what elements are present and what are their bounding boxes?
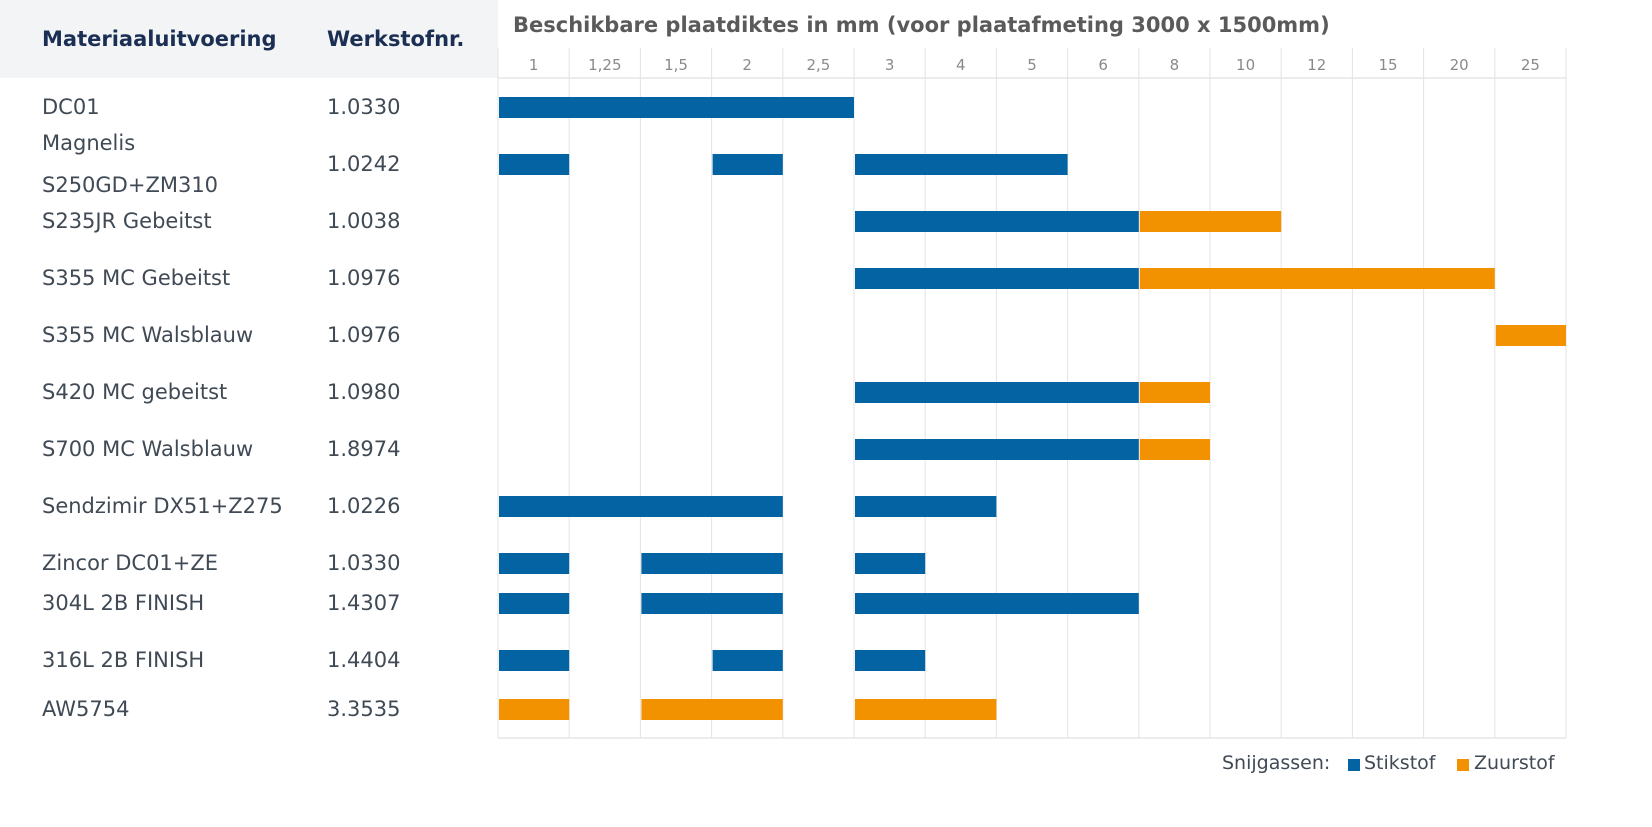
tick-label: 15: [1378, 56, 1397, 74]
bar-segment: [855, 268, 1139, 289]
werkstof-label: 1.0330: [327, 551, 401, 575]
tick-label: 6: [1098, 56, 1108, 74]
legend-swatch-zuurstof: [1457, 759, 1469, 771]
material-label: DC01: [42, 95, 100, 119]
bar-segment: [499, 650, 570, 671]
werkstof-label: 1.0226: [327, 494, 401, 518]
tick-label: 25: [1521, 56, 1540, 74]
bar-segment: [641, 699, 783, 720]
tick-label: 12: [1307, 56, 1326, 74]
werkstof-label: 1.0976: [327, 323, 401, 347]
tick-label: 10: [1236, 56, 1255, 74]
werkstof-label: 1.0330: [327, 95, 401, 119]
bar-segment: [641, 593, 783, 614]
legend-item-zuurstof: Zuurstof: [1474, 752, 1555, 774]
material-label: 316L 2B FINISH: [42, 648, 205, 672]
bar-segment: [855, 439, 1139, 460]
werkstof-label: 1.4404: [327, 648, 401, 672]
werkstof-label: 1.4307: [327, 591, 401, 615]
tick-label: 5: [1027, 56, 1037, 74]
bar-segment: [855, 553, 926, 574]
bar-segment: [855, 593, 1139, 614]
table-header-background: [0, 0, 498, 78]
legend-label: Snijgassen:: [1222, 752, 1331, 774]
bar-segment: [855, 699, 997, 720]
bar-segment: [499, 699, 570, 720]
tick-label: 4: [956, 56, 966, 74]
legend-swatch-stikstof: [1348, 759, 1360, 771]
material-label: S355 MC Walsblauw: [42, 323, 254, 347]
tick-label: 2: [742, 56, 752, 74]
bar-segment: [855, 496, 997, 517]
bar-segment: [1139, 211, 1282, 232]
werkstof-label: 1.0980: [327, 380, 401, 404]
tick-label: 8: [1170, 56, 1180, 74]
bar-segment: [1139, 382, 1210, 403]
werkstof-label: 3.3535: [327, 697, 401, 721]
material-label: Sendzimir DX51+Z275: [42, 494, 283, 518]
material-label: S250GD+ZM310: [42, 173, 219, 197]
bar-segment: [1139, 439, 1210, 460]
werkstof-label: 1.8974: [327, 437, 401, 461]
bar-segment: [712, 154, 783, 175]
bar-segment: [499, 496, 783, 517]
material-label: S235JR Gebeitst: [42, 209, 212, 233]
bar-segment: [1139, 268, 1495, 289]
material-label: S420 MC gebeitst: [42, 380, 228, 404]
bar-segment: [641, 553, 783, 574]
tick-label: 2,5: [806, 56, 830, 74]
werkstof-label: 1.0242: [327, 152, 401, 176]
bar-segment: [499, 593, 570, 614]
material-label: AW5754: [42, 697, 130, 721]
material-label: Magnelis: [42, 131, 136, 155]
bar-segment: [499, 553, 570, 574]
bar-segment: [855, 154, 1068, 175]
bar-segment: [855, 382, 1139, 403]
bar-segment: [855, 650, 926, 671]
werkstof-label: 1.0976: [327, 266, 401, 290]
tick-label: 1: [529, 56, 539, 74]
tick-label: 1,5: [664, 56, 688, 74]
tick-label: 3: [885, 56, 895, 74]
material-label: S700 MC Walsblauw: [42, 437, 254, 461]
material-label: S355 MC Gebeitst: [42, 266, 231, 290]
bar-segment: [1495, 325, 1566, 346]
werkstof-label: 1.0038: [327, 209, 401, 233]
bar-segment: [499, 154, 570, 175]
material-label: Zincor DC01+ZE: [42, 551, 219, 575]
material-column-header: Materiaaluitvoering: [42, 27, 277, 51]
material-label: 304L 2B FINISH: [42, 591, 205, 615]
werkstof-column-header: Werkstofnr.: [327, 27, 465, 51]
bar-segment: [499, 97, 854, 118]
tick-label: 1,25: [588, 56, 621, 74]
chart-title: Beschikbare plaatdiktes in mm (voor plaa…: [513, 13, 1330, 37]
legend-item-stikstof: Stikstof: [1364, 752, 1436, 774]
tick-label: 20: [1450, 56, 1469, 74]
bar-segment: [712, 650, 783, 671]
bar-segment: [855, 211, 1139, 232]
